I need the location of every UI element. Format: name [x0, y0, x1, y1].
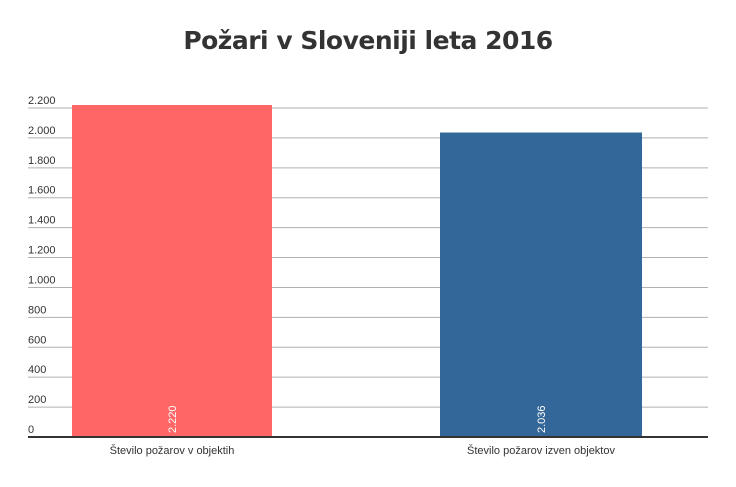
- y-tick-label: 600: [28, 334, 46, 346]
- y-tick-label: 1.600: [28, 185, 56, 197]
- bar: [72, 105, 272, 437]
- y-tick-label: 1.800: [28, 155, 56, 167]
- y-tick-label: 1.400: [28, 215, 56, 227]
- y-tick-label: 0: [28, 424, 34, 436]
- y-axis-tick-labels: 0 200 400 600 800 1.000 1.200 1.400 1.600 1.800 2.…: [28, 95, 56, 436]
- y-tick-label: 2.000: [28, 125, 56, 137]
- x-axis-category-labels: Število požarov v objektih Število požaro…: [110, 444, 616, 457]
- y-tick-label: 1.200: [28, 245, 56, 257]
- y-tick-label: 800: [28, 304, 46, 316]
- y-tick-label: 400: [28, 364, 46, 376]
- x-category-label: Število požarov v objektih: [110, 444, 235, 457]
- bar: [440, 132, 642, 437]
- bar-data-label: 2.220: [167, 405, 179, 433]
- y-tick-label: 2.200: [28, 95, 56, 107]
- bars: 2.220 2.036: [72, 105, 642, 437]
- y-tick-label: 200: [28, 394, 46, 406]
- y-tick-label: 1.000: [28, 274, 56, 286]
- bar-data-label: 2.036: [536, 405, 548, 433]
- chart-title: Požari v Sloveniji leta 2016: [183, 26, 553, 55]
- x-category-label: Število požarov izven objektov: [467, 444, 615, 457]
